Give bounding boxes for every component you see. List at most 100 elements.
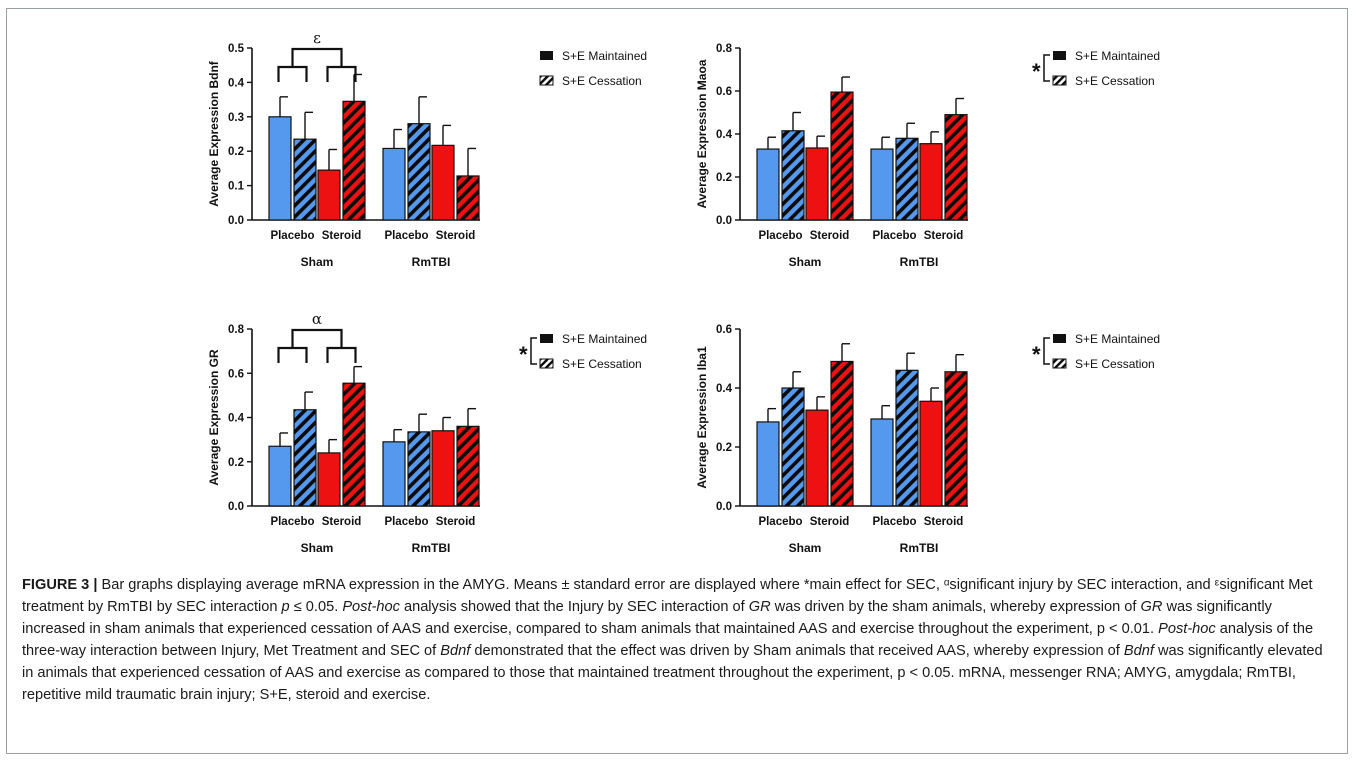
x-tick-label: Steroid: [924, 230, 964, 242]
bar-cessation-1: [830, 91, 854, 221]
bar-cessation-2: [407, 431, 431, 507]
bar-cessation-1: [342, 382, 366, 507]
group-label: Sham: [301, 255, 334, 269]
bar-cessation-0: [293, 138, 317, 221]
bar-maintained-3: [431, 430, 455, 507]
legend-bracket: [1043, 54, 1050, 82]
group-label: RmTBI: [900, 255, 939, 269]
legend-bracket: [1043, 337, 1050, 365]
legend: S+E Maintained S+E Cessation *: [1032, 332, 1160, 371]
bar-maintained-3: [431, 144, 455, 221]
x-tick-label: Steroid: [810, 230, 850, 242]
bar-cessation-1: [830, 360, 854, 507]
legend-swatch-hatched: [539, 358, 554, 369]
y-axis-label: Average Expression GR: [207, 349, 221, 486]
group-label: RmTBI: [412, 255, 451, 269]
y-tick-label: 0.0: [228, 501, 244, 513]
y-tick-label: 0.4: [228, 413, 245, 425]
y-axis-label: Average Expression Maoa: [695, 59, 709, 208]
legend: S+E Maintained S+E Cessation *: [519, 332, 647, 371]
legend: S+E Maintained S+E Cessation *: [1032, 49, 1160, 88]
bar-cessation-1: [342, 100, 366, 221]
significance-symbol: ε: [313, 29, 321, 47]
bar-maintained-3: [919, 143, 943, 221]
bar-maintained-1: [317, 169, 341, 221]
x-tick-label: Steroid: [322, 516, 362, 528]
y-tick-label: 0.1: [228, 181, 245, 193]
legend-label-maintained: S+E Maintained: [562, 49, 647, 63]
x-tick-label: Placebo: [872, 230, 916, 242]
group-label: Sham: [789, 255, 822, 269]
bar-maintained-0: [756, 148, 780, 221]
y-tick-label: 0.6: [716, 324, 732, 336]
chart-bdnf: 0.0 0.1 0.2 0.3 0.4 0.5 Average Expression Bdn…: [207, 29, 647, 269]
chart-iba1: 0.0 0.2 0.4 0.6 Average Expression Iba1 Place…: [695, 324, 1160, 555]
bar-maintained-1: [805, 409, 829, 507]
bar-cessation-3: [456, 175, 480, 221]
bar-cessation-3: [456, 425, 480, 507]
group-label: RmTBI: [900, 541, 939, 555]
y-tick-label: 0.0: [228, 215, 244, 227]
bar-maintained-0: [268, 116, 292, 221]
x-tick-label: Steroid: [924, 516, 964, 528]
legend-swatch-hatched: [539, 75, 554, 86]
legend-swatch-solid: [540, 334, 553, 343]
y-tick-label: 0.3: [228, 112, 244, 124]
legend-label-maintained: S+E Maintained: [562, 332, 647, 346]
bar-cessation-0: [293, 409, 317, 507]
group-label: RmTBI: [412, 541, 451, 555]
legend-swatch-solid: [1053, 51, 1066, 60]
bar-maintained-2: [870, 418, 894, 507]
y-tick-label: 0.6: [716, 86, 732, 98]
y-tick-label: 0.2: [716, 442, 732, 454]
bar-cessation-3: [944, 371, 968, 507]
x-tick-label: Placebo: [270, 516, 314, 528]
bar-maintained-3: [919, 400, 943, 507]
group-label: Sham: [789, 541, 822, 555]
y-tick-label: 0.2: [228, 146, 244, 158]
legend-swatch-solid: [540, 51, 553, 60]
figure-caption: FIGURE 3 | Bar graphs displaying average…: [22, 574, 1338, 706]
x-tick-label: Placebo: [384, 230, 428, 242]
significance-symbol: α: [312, 310, 322, 328]
legend-bracket: [530, 337, 537, 365]
y-tick-label: 0.4: [716, 383, 733, 395]
bar-cessation-2: [895, 369, 919, 507]
x-tick-label: Placebo: [758, 230, 802, 242]
x-tick-label: Steroid: [322, 230, 362, 242]
figure-frame: [6, 8, 1348, 754]
legend-label-cessation: S+E Cessation: [1075, 357, 1155, 371]
legend: S+E Maintained S+E Cessation: [539, 49, 647, 88]
y-tick-label: 0.2: [228, 457, 244, 469]
main-effect-star: *: [1032, 59, 1041, 84]
significance-bracket: [277, 328, 357, 363]
y-tick-label: 0.8: [716, 43, 733, 55]
x-tick-label: Steroid: [810, 516, 850, 528]
x-tick-label: Steroid: [436, 230, 476, 242]
y-tick-label: 0.0: [716, 501, 732, 513]
legend-label-cessation: S+E Cessation: [562, 74, 642, 88]
legend-label-cessation: S+E Cessation: [562, 357, 642, 371]
y-tick-label: 0.4: [228, 77, 245, 89]
y-tick-label: 0.8: [228, 324, 245, 336]
chart-gr: 0.0 0.2 0.4 0.6 0.8 Average Expression GR Plac…: [207, 310, 647, 555]
y-tick-label: 0.2: [716, 172, 732, 184]
figure-panels: 0.0 0.1 0.2 0.3 0.4 0.5 Average Expression Bdn…: [207, 29, 1160, 555]
bar-cessation-0: [781, 130, 805, 221]
legend-label-maintained: S+E Maintained: [1075, 49, 1160, 63]
y-tick-label: 0.5: [228, 43, 245, 55]
bar-cessation-3: [944, 114, 968, 221]
caption-label: FIGURE 3 |: [22, 577, 98, 593]
group-label: Sham: [301, 541, 334, 555]
bar-maintained-1: [317, 452, 341, 507]
x-tick-label: Placebo: [872, 516, 916, 528]
caption-text: Bar graphs displaying average mRNA expre…: [22, 577, 1323, 703]
main-effect-star: *: [1032, 342, 1041, 367]
chart-maoa: 0.0 0.2 0.4 0.6 0.8 Average Expression Maoa Pl…: [695, 43, 1160, 269]
bar-cessation-0: [781, 387, 805, 507]
bar-cessation-2: [407, 123, 431, 221]
legend-swatch-hatched: [1052, 75, 1067, 86]
x-tick-label: Placebo: [270, 230, 314, 242]
main-effect-star: *: [519, 342, 528, 367]
significance-bracket: [277, 47, 357, 82]
